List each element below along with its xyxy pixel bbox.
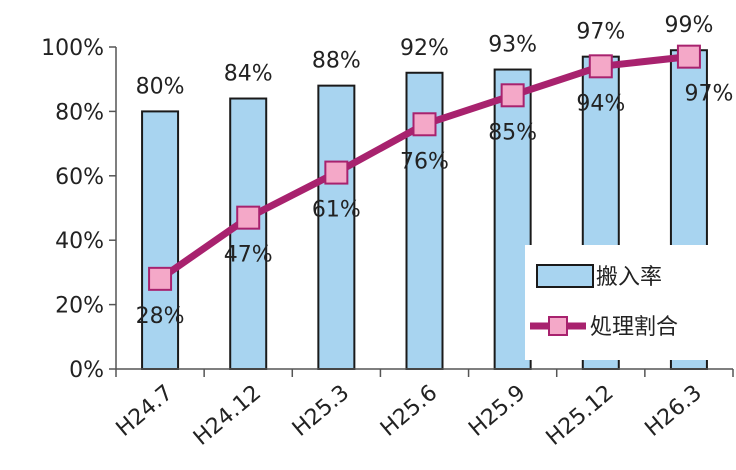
bar xyxy=(229,97,268,371)
x-tick-label: H25.6 xyxy=(376,380,442,441)
x-tick-label: H25.3 xyxy=(288,380,354,441)
line-data-label: 28% xyxy=(136,304,185,329)
line-marker xyxy=(500,83,525,108)
bar xyxy=(493,68,532,370)
bar-data-label: 88% xyxy=(312,49,361,74)
x-tick-label: H25.12 xyxy=(542,380,619,450)
line-marker xyxy=(324,160,349,185)
legend-box xyxy=(525,245,715,360)
line-series xyxy=(148,44,701,291)
y-tick-label: 100% xyxy=(41,36,104,61)
bar-data-label: 84% xyxy=(224,62,273,87)
bar-data-label: 80% xyxy=(136,74,185,99)
line-marker xyxy=(676,44,701,69)
y-tick-label: 80% xyxy=(55,100,104,125)
legend: 搬入率 処理割合 xyxy=(525,245,715,360)
bar-data-labels: 80% 84% 88% 92% 93% 97% 99% xyxy=(136,13,714,99)
bar xyxy=(141,110,180,371)
line-data-labels: 28% 47% 61% 76% 85% 94% 97% xyxy=(136,82,734,329)
bar xyxy=(317,84,356,370)
line-data-label: 94% xyxy=(576,91,625,116)
line-data-label: 85% xyxy=(488,120,537,145)
x-axis: H24.7 H24.12 H25.3 H25.6 H25.9 H25.12 H26.3 xyxy=(112,368,734,451)
line-marker xyxy=(148,266,173,291)
legend-label-bar: 搬入率 xyxy=(596,265,662,290)
bar-data-label: 92% xyxy=(400,36,449,61)
line-data-label: 61% xyxy=(312,198,361,223)
x-tick-label: H26.3 xyxy=(641,380,707,441)
line-data-label: 47% xyxy=(224,243,273,268)
y-tick-label: 40% xyxy=(55,229,104,254)
line-marker xyxy=(412,112,437,137)
bar-data-label: 99% xyxy=(664,13,713,38)
line-marker xyxy=(588,54,613,79)
x-tick-label: H24.7 xyxy=(112,380,178,441)
line-data-label: 97% xyxy=(684,82,733,107)
y-tick-label: 0% xyxy=(69,358,104,383)
legend-swatch-bar xyxy=(536,264,594,288)
bar-data-label: 93% xyxy=(488,33,537,58)
bar-data-label: 97% xyxy=(576,20,625,45)
y-tick-label: 20% xyxy=(55,294,104,319)
line-marker xyxy=(236,205,261,230)
x-tick-label: H24.12 xyxy=(189,380,266,450)
line-data-label: 76% xyxy=(400,149,449,174)
legend-label-line: 処理割合 xyxy=(590,315,678,340)
y-tick-label: 60% xyxy=(55,165,104,190)
y-axis: 0% 20% 40% 60% 80% 100% xyxy=(41,36,117,383)
x-tick-label: H25.9 xyxy=(464,380,530,441)
legend-swatch-marker xyxy=(548,316,568,336)
